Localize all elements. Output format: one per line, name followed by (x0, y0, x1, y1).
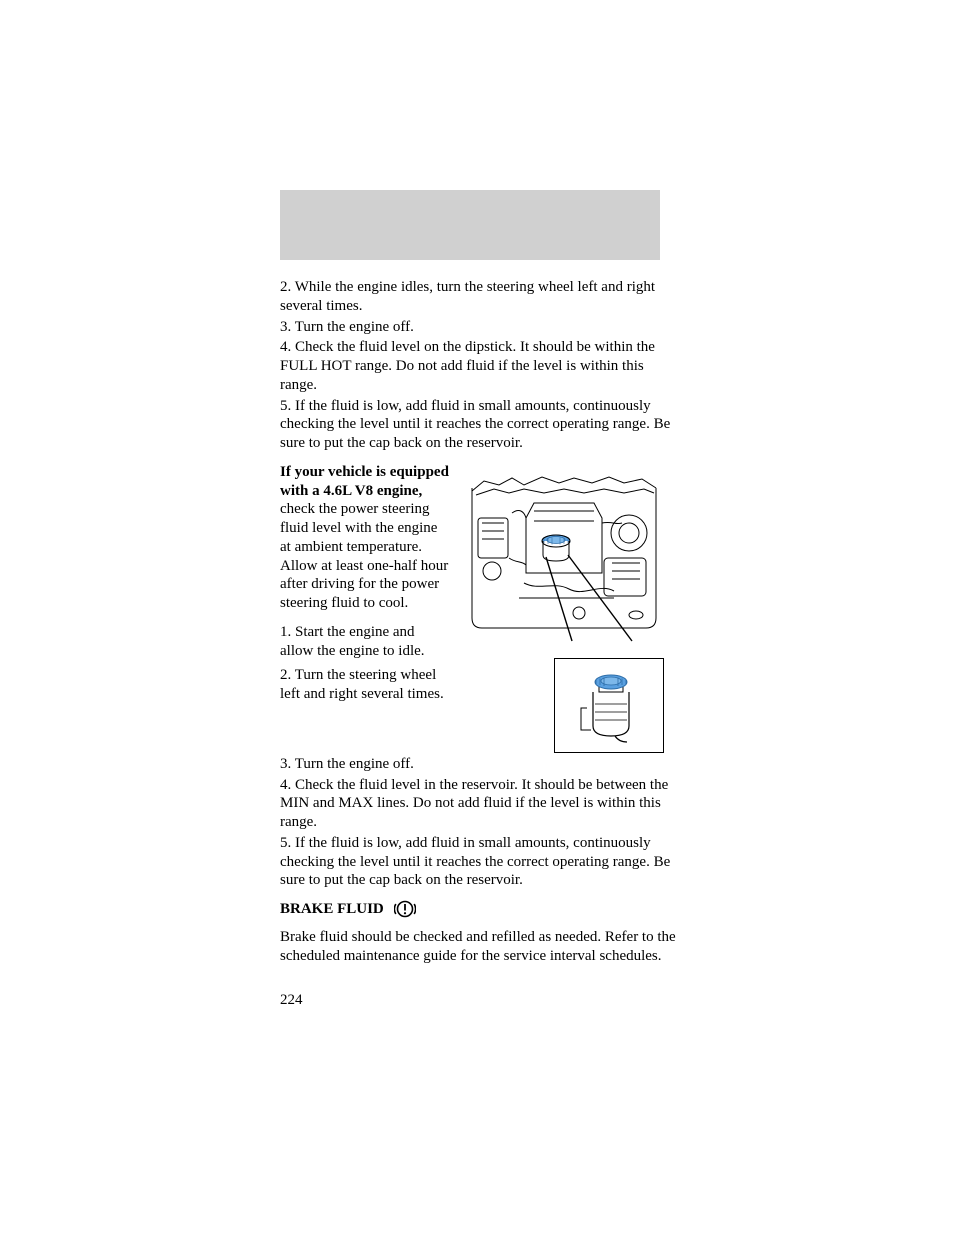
section-header-bar (280, 190, 660, 260)
v8-step-3: 3. Turn the engine off. (280, 755, 680, 774)
page-number: 224 (280, 992, 680, 1009)
brake-fluid-heading: BRAKE FLUID (280, 900, 384, 919)
v8-step-5: 5. If the fluid is low, add fluid in sma… (280, 834, 680, 890)
v8-intro-bold: If your vehicle is equipped with a 4.6L … (280, 464, 449, 499)
v8-intro: If your vehicle is equipped with a 4.6L … (280, 463, 450, 613)
engine-bay-svg (464, 463, 664, 643)
engine-figure-column (464, 463, 664, 753)
step-4: 4. Check the fluid level on the dipstick… (280, 338, 680, 394)
brake-warning-icon (394, 898, 416, 920)
brake-fluid-text: Brake fluid should be checked and refill… (280, 928, 680, 966)
v8-left-column: If your vehicle is equipped with a 4.6L … (280, 463, 450, 753)
v8-step-2: 2. Turn the steering wheel left and righ… (280, 666, 450, 704)
instructions-block-1: 2. While the engine idles, turn the stee… (280, 278, 680, 453)
engine-diagram (464, 463, 664, 753)
v8-step-1: 1. Start the engine and allow the engine… (280, 623, 450, 661)
step-3: 3. Turn the engine off. (280, 318, 680, 337)
reservoir-inset-svg (569, 664, 649, 746)
v8-step-4: 4. Check the fluid level in the reservoi… (280, 776, 680, 832)
reservoir-inset (554, 658, 664, 753)
v8-steps-full: 3. Turn the engine off. 4. Check the flu… (280, 755, 680, 890)
step-2: 2. While the engine idles, turn the stee… (280, 278, 680, 316)
step-5: 5. If the fluid is low, add fluid in sma… (280, 397, 680, 453)
v8-intro-rest: check the power steering fluid level wit… (280, 501, 448, 611)
brake-fluid-section: BRAKE FLUID Brake fluid should be checke… (280, 898, 680, 966)
